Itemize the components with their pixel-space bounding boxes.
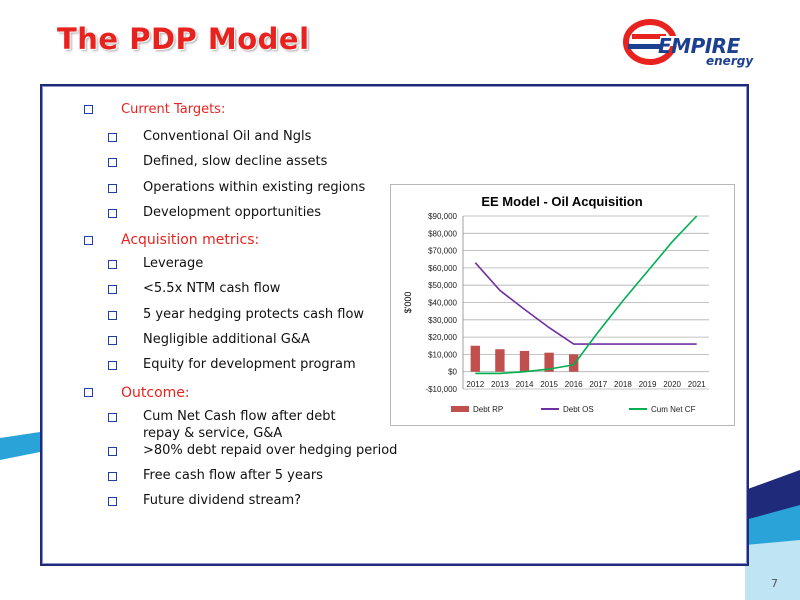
bar-debt-rp [470,345,480,372]
logo-bar-bottom [628,44,662,49]
legend-swatch [451,406,469,412]
list-item: Free cash flow after 5 years [108,467,414,492]
legend-entry: Cum Net CF [651,405,696,414]
y-tick-label: $80,000 [428,229,457,238]
checkbox-bullet-icon [108,285,117,295]
x-tick-label: 2015 [540,380,558,389]
slide-title: The PDP Model [57,22,310,56]
list-item: 5 year hedging protects cash flow [108,306,414,331]
x-tick-label: 2012 [466,380,484,389]
oil-acquisition-chart: EE Model - Oil Acquisition -$10,000 $0 $10,… [403,194,709,414]
section-heading: Acquisition metrics: [84,229,414,251]
logo-subtitle: energy [706,54,754,68]
empire-energy-logo [623,19,680,65]
bullet-list: Current Targets: Conventional Oil and Ng… [84,98,414,518]
checkbox-bullet-icon [108,310,117,320]
list-item: Future dividend stream? [108,492,414,517]
list-item: Operations within existing regions [108,179,414,204]
y-tick-label: $70,000 [428,247,457,256]
list-item: <5.5x NTM cash flow [108,280,414,305]
right-light-accent-shape [745,540,800,600]
checkbox-bullet-icon [108,260,117,270]
list-item: Cum Net Cash flow after debt repay & ser… [108,408,368,442]
checkbox-bullet-icon [108,133,117,142]
checkbox-bullet-icon [108,412,117,422]
y-tick-label: $50,000 [428,281,457,290]
chart-frame: EE Model - Oil Acquisition -$10,000 $0 $10,… [390,184,735,426]
y-tick-label: $40,000 [428,299,457,308]
left-accent-shape [0,432,40,460]
checkbox-bullet-icon [108,361,117,371]
list-item: Negligible additional G&A [108,331,414,356]
list-item: Conventional Oil and Ngls [108,128,414,153]
list-item: >80% debt repaid over hedging period [108,442,414,467]
y-tick-label: $10,000 [428,350,457,359]
checkbox-bullet-icon [84,235,93,245]
list-item: Leverage [108,255,414,280]
x-tick-label: 2014 [516,380,534,389]
logo-bar-top [632,34,666,39]
series-line-cum-net-cf [475,215,698,375]
bar-debt-rp [569,354,579,372]
bar-debt-rp [519,350,530,372]
series-line-debt-os [474,262,697,345]
x-tick-label: 2016 [565,380,583,389]
y-tick-label: -$10,000 [425,385,457,394]
x-tick-label: 2020 [663,380,681,389]
x-tick-label: 2017 [589,380,607,389]
y-axis-label: $'000 [403,292,413,314]
y-tick-label: $60,000 [428,264,457,273]
y-tick-label: $30,000 [428,316,457,325]
bar-debt-rp [544,352,554,372]
checkbox-bullet-icon [108,446,117,456]
logo-word: EMPIRE [658,34,740,58]
page-number: 7 [771,577,778,590]
x-tick-label: 2021 [688,380,706,389]
y-tick-label: $20,000 [428,333,457,342]
section-heading: Current Targets: [84,98,414,120]
checkbox-bullet-icon [108,497,117,507]
list-item: Defined, slow decline assets [108,153,414,178]
checkbox-bullet-icon [108,158,117,168]
legend-entry: Debt OS [563,405,594,414]
bar-debt-rp [495,349,505,372]
checkbox-bullet-icon [108,183,117,193]
x-tick-label: 2018 [614,380,632,389]
checkbox-bullet-icon [84,388,93,398]
checkbox-bullet-icon [84,104,93,114]
checkbox-bullet-icon [108,336,117,346]
x-tick-label: 2019 [639,380,657,389]
section-heading: Outcome: [84,382,414,404]
checkbox-bullet-icon [108,471,117,481]
logo-gap [660,36,680,46]
y-tick-label: $0 [448,368,457,377]
list-item: Development opportunities [108,204,414,229]
legend-entry: Debt RP [473,405,503,414]
checkbox-bullet-icon [108,208,117,218]
x-tick-label: 2013 [491,380,509,389]
chart-title: EE Model - Oil Acquisition [481,194,642,209]
y-tick-label: $90,000 [428,212,457,221]
list-item: Equity for development program [108,356,414,381]
